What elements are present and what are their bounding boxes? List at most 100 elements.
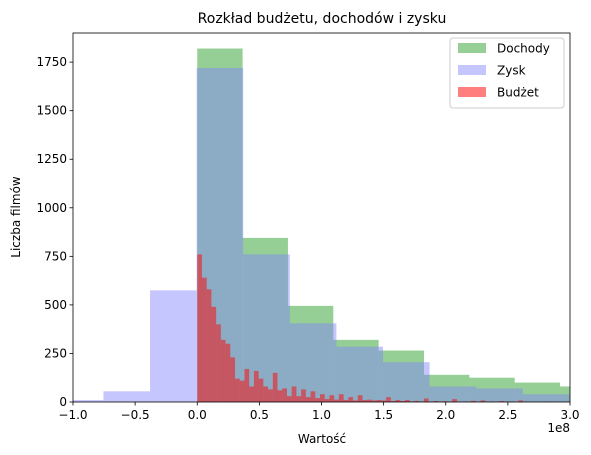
bar-budzet bbox=[296, 396, 302, 402]
legend-swatch-budzet bbox=[458, 87, 486, 97]
x-axis-ticks: −1.0 −0.5 0.0 0.5 1.0 1.5 2.0 2.5 3.0 bbox=[58, 402, 580, 422]
bar-zysk bbox=[103, 391, 151, 402]
bar-zysk bbox=[73, 400, 104, 402]
y-tick-label: 1500 bbox=[36, 104, 67, 118]
y-tick-label: 1000 bbox=[36, 201, 67, 215]
bar-dochody bbox=[242, 237, 288, 402]
legend-swatch-dochody bbox=[458, 43, 486, 53]
series-budzet bbox=[197, 254, 570, 402]
bar-budzet bbox=[244, 368, 250, 402]
bar-budzet bbox=[310, 391, 316, 402]
x-tick-label: 2.0 bbox=[436, 408, 455, 422]
x-tick-label: 0.5 bbox=[250, 408, 269, 422]
bar-budzet bbox=[253, 370, 259, 402]
bar-zysk bbox=[383, 362, 430, 402]
bar-budzet bbox=[286, 396, 292, 402]
x-tick-label: 2.5 bbox=[498, 408, 517, 422]
bar-budzet bbox=[305, 397, 311, 402]
x-tick-label: −0.5 bbox=[121, 408, 150, 422]
bar-budzet bbox=[291, 386, 297, 402]
legend-label-zysk: Zysk bbox=[497, 64, 526, 78]
bar-budzet bbox=[263, 386, 269, 402]
bar-dochody bbox=[424, 374, 470, 402]
bar-dochody bbox=[514, 382, 561, 402]
x-tick-label: 3.0 bbox=[560, 408, 579, 422]
bar-budzet bbox=[211, 306, 217, 402]
bar-dochody bbox=[469, 377, 515, 402]
bar-budzet bbox=[197, 254, 202, 402]
bar-budzet bbox=[277, 390, 283, 402]
bar-budzet bbox=[320, 394, 325, 402]
bar-budzet bbox=[282, 388, 287, 402]
bar-budzet bbox=[381, 400, 387, 402]
bar-budzet bbox=[499, 401, 505, 402]
bar-dochody bbox=[560, 386, 570, 402]
bar-budzet bbox=[414, 400, 420, 402]
bar-budzet bbox=[357, 395, 363, 402]
bar-budzet bbox=[324, 399, 330, 402]
bar-budzet bbox=[371, 400, 377, 402]
bar-budzet bbox=[348, 397, 354, 402]
bar-dochody bbox=[287, 305, 334, 402]
bar-budzet bbox=[315, 398, 321, 402]
bar-budzet bbox=[338, 394, 344, 402]
bar-budzet bbox=[230, 357, 236, 402]
bar-budzet bbox=[272, 372, 278, 402]
bar-budzet bbox=[376, 400, 382, 402]
bar-budzet bbox=[395, 400, 401, 402]
series-dochody bbox=[197, 48, 570, 403]
legend: Dochody Zysk Budżet bbox=[449, 37, 565, 109]
y-tick-label: 1250 bbox=[36, 152, 67, 166]
bar-budzet bbox=[268, 389, 273, 402]
bar-budzet bbox=[367, 399, 372, 402]
bar-budzet bbox=[480, 400, 486, 402]
bar-budzet bbox=[390, 401, 396, 402]
bar-budzet bbox=[471, 400, 476, 402]
x-tick-label: 1.5 bbox=[374, 408, 393, 422]
series-zysk bbox=[73, 67, 570, 403]
y-tick-label: 250 bbox=[44, 346, 67, 360]
bar-budzet bbox=[452, 399, 457, 402]
bar-budzet bbox=[334, 399, 339, 402]
bar-budzet bbox=[329, 395, 335, 402]
bar-budzet bbox=[220, 339, 226, 402]
bar-zysk bbox=[289, 323, 337, 402]
y-tick-label: 1750 bbox=[36, 55, 67, 69]
bar-zysk bbox=[243, 254, 290, 402]
bar-budzet bbox=[201, 277, 207, 402]
legend-swatch-zysk bbox=[458, 65, 486, 75]
x-tick-label: −1.0 bbox=[58, 408, 87, 422]
bar-dochody bbox=[333, 339, 379, 402]
bar-budzet bbox=[225, 343, 231, 402]
bar-budzet bbox=[249, 386, 254, 402]
y-tick-label: 500 bbox=[44, 298, 67, 312]
bar-budzet bbox=[206, 289, 212, 402]
bar-zysk bbox=[336, 346, 384, 402]
y-axis-ticks: 0 250 500 750 1000 1250 1500 1750 bbox=[36, 55, 73, 409]
bar-dochody bbox=[378, 350, 425, 402]
bar-budzet bbox=[301, 389, 306, 402]
x-axis-label: Wartość bbox=[298, 432, 346, 446]
bar-budzet bbox=[362, 400, 368, 402]
y-tick-label: 0 bbox=[59, 395, 67, 409]
bar-budzet bbox=[216, 324, 221, 402]
bar-budzet bbox=[423, 398, 429, 402]
x-tick-label: 1.0 bbox=[312, 408, 331, 422]
bar-zysk bbox=[150, 290, 197, 402]
legend-label-dochody: Dochody bbox=[497, 42, 550, 56]
x-offset-label: 1e8 bbox=[547, 421, 570, 435]
bar-zysk bbox=[429, 386, 477, 402]
chart-title: Rozkład budżetu, dochodów i zysku bbox=[198, 11, 447, 27]
bar-budzet bbox=[343, 400, 349, 402]
y-tick-label: 750 bbox=[44, 249, 67, 263]
bar-budzet bbox=[258, 378, 264, 402]
legend-label-budzet: Budżet bbox=[497, 86, 539, 100]
bar-budzet bbox=[235, 378, 240, 402]
bar-budzet bbox=[433, 401, 439, 402]
bar-budzet bbox=[386, 397, 391, 402]
bar-budzet bbox=[518, 400, 524, 402]
y-axis-label: Liczba filmów bbox=[9, 176, 23, 258]
x-tick-label: 0.0 bbox=[188, 408, 207, 422]
bar-budzet bbox=[239, 380, 245, 402]
